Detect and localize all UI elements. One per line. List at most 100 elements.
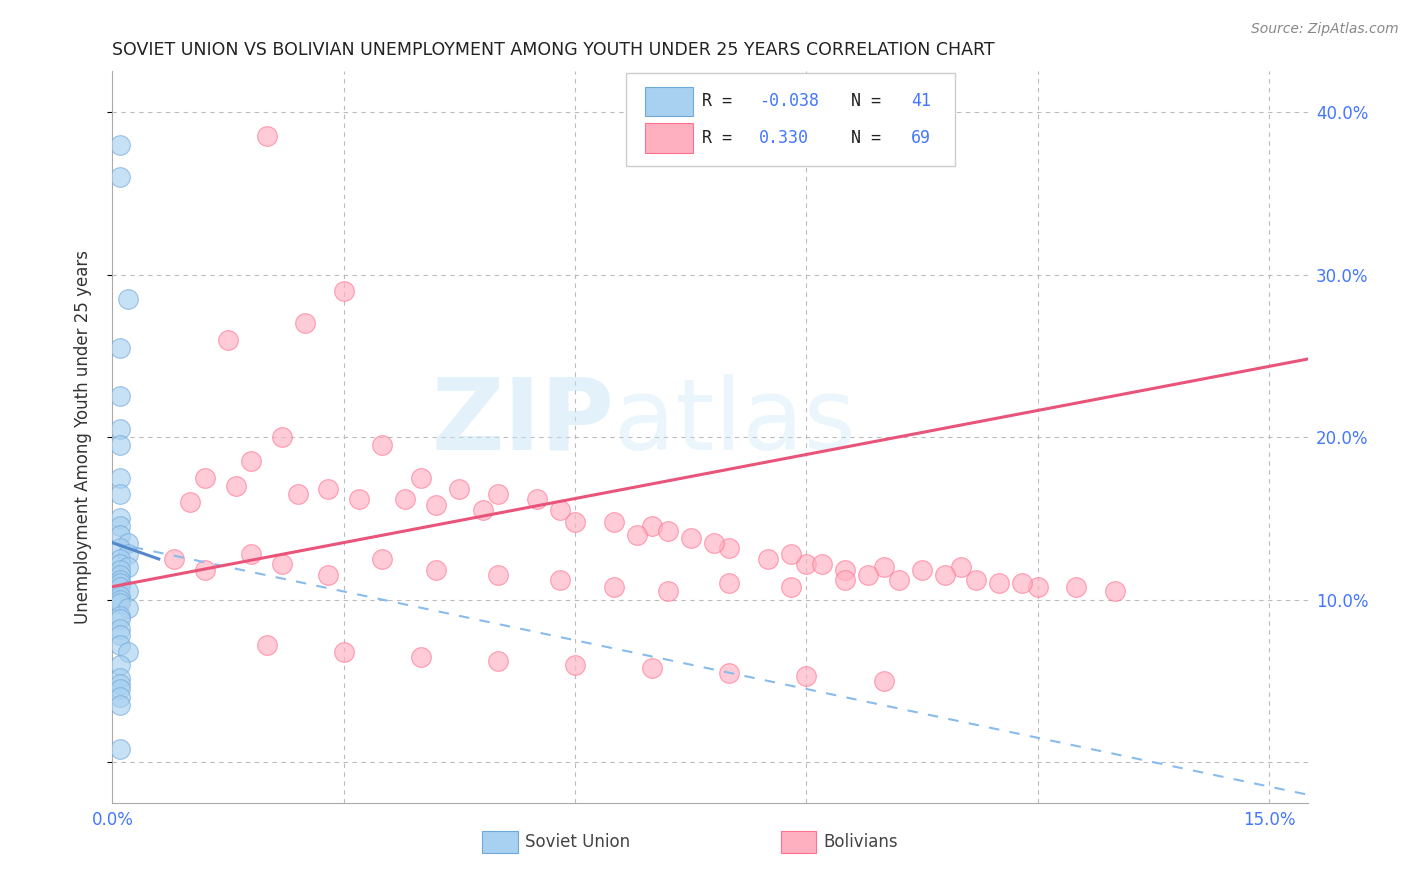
Point — [872, 560, 894, 574]
Text: SOVIET UNION VS BOLIVIAN UNEMPLOYMENT AMONG YOUTH UNDER 25 YEARS CORRELATION CHA: SOVIET UNION VS BOLIVIAN UNEMPLOYMENT AM… — [112, 41, 995, 59]
Point — [872, 673, 894, 688]
Point — [108, 389, 131, 403]
Point — [718, 576, 741, 591]
Point — [108, 638, 131, 652]
Point — [117, 547, 139, 561]
Point — [117, 292, 139, 306]
Point — [796, 669, 818, 683]
Text: R =: R = — [702, 92, 741, 110]
Point — [780, 547, 803, 561]
Point — [108, 541, 131, 555]
Point — [108, 471, 131, 485]
Point — [333, 284, 356, 298]
Point — [486, 568, 509, 582]
Point — [333, 645, 356, 659]
Point — [108, 608, 131, 623]
Point — [108, 557, 131, 571]
Point — [108, 698, 131, 713]
Point — [471, 503, 494, 517]
Point — [703, 535, 725, 549]
Point — [108, 671, 131, 685]
Point — [548, 573, 571, 587]
Point — [271, 430, 294, 444]
Point — [225, 479, 247, 493]
Point — [856, 568, 879, 582]
Point — [108, 438, 131, 452]
Text: atlas: atlas — [614, 374, 856, 471]
Point — [108, 341, 131, 355]
Point — [117, 600, 139, 615]
Point — [240, 547, 263, 561]
Point — [163, 552, 186, 566]
Point — [641, 661, 664, 675]
FancyBboxPatch shape — [645, 87, 693, 116]
Point — [108, 576, 131, 591]
Point — [117, 560, 139, 574]
Point — [949, 560, 972, 574]
Point — [347, 491, 370, 506]
Text: -0.038: -0.038 — [759, 92, 820, 110]
Point — [240, 454, 263, 468]
Point — [1064, 580, 1087, 594]
Point — [217, 333, 239, 347]
Point — [486, 654, 509, 668]
Point — [371, 438, 394, 452]
Point — [117, 645, 139, 659]
Point — [108, 596, 131, 610]
Point — [1026, 580, 1049, 594]
Point — [425, 499, 447, 513]
Point — [486, 487, 509, 501]
Point — [194, 563, 217, 577]
Point — [394, 491, 416, 506]
Point — [108, 169, 131, 184]
Point — [657, 584, 679, 599]
Point — [318, 568, 340, 582]
Point — [179, 495, 201, 509]
FancyBboxPatch shape — [780, 830, 817, 853]
Point — [108, 422, 131, 436]
Text: Bolivians: Bolivians — [824, 832, 898, 851]
Point — [449, 482, 471, 496]
Point — [294, 316, 316, 330]
Point — [117, 535, 139, 549]
Point — [718, 665, 741, 680]
Point — [108, 690, 131, 705]
Point — [780, 580, 803, 594]
FancyBboxPatch shape — [627, 73, 955, 167]
Point — [626, 527, 648, 541]
Point — [108, 552, 131, 566]
Point — [1104, 584, 1126, 599]
Text: ZIP: ZIP — [432, 374, 614, 471]
Y-axis label: Unemployment Among Youth under 25 years: Unemployment Among Youth under 25 years — [73, 250, 91, 624]
Point — [526, 491, 548, 506]
Text: R =: R = — [702, 129, 752, 147]
Point — [641, 519, 664, 533]
Point — [834, 563, 856, 577]
Point — [318, 482, 340, 496]
Point — [409, 649, 432, 664]
Text: N =: N = — [851, 129, 891, 147]
Point — [409, 471, 432, 485]
Text: 0.330: 0.330 — [759, 129, 808, 147]
Point — [108, 742, 131, 756]
Point — [811, 557, 834, 571]
Point — [679, 531, 702, 545]
FancyBboxPatch shape — [482, 830, 517, 853]
Point — [287, 487, 309, 501]
Point — [271, 557, 294, 571]
Text: Soviet Union: Soviet Union — [524, 832, 630, 851]
Point — [108, 580, 131, 594]
Point — [194, 471, 217, 485]
Text: 41: 41 — [911, 92, 931, 110]
Point — [965, 573, 987, 587]
Point — [108, 137, 131, 152]
Point — [602, 515, 624, 529]
Text: 69: 69 — [911, 129, 931, 147]
Point — [834, 573, 856, 587]
Point — [108, 527, 131, 541]
Point — [108, 573, 131, 587]
Point — [988, 576, 1011, 591]
Point — [564, 515, 586, 529]
Point — [548, 503, 571, 517]
Point — [108, 628, 131, 642]
